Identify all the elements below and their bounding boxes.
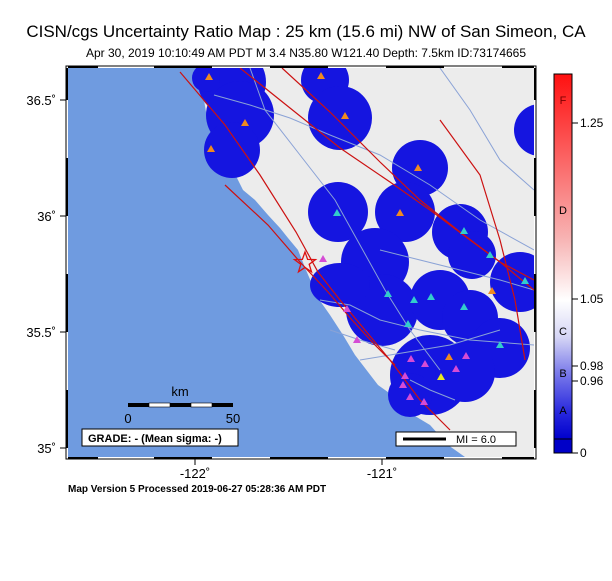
mi-legend-text: MI = 6.0 (456, 434, 496, 446)
cb-letter-b: B (559, 368, 566, 380)
cb-letter-f: F (560, 95, 567, 107)
fault-lines (179, 68, 534, 431)
cb-letter-c: C (559, 326, 567, 338)
cb-value-0-98: 0.98 (580, 359, 604, 373)
colorbar: F D C B A 1.25 1.05 0.98 0.96 0 (553, 73, 604, 460)
map-title: CISN/cgs Uncertainty Ratio Map : 25 km (… (26, 22, 586, 41)
cb-letter-d: D (559, 205, 567, 217)
scale-unit: km (171, 384, 188, 399)
event-subtitle: Apr 30, 2019 10:10:49 AM PDT M 3.4 N35.8… (85, 46, 527, 60)
lon-label-121: -121˚ (367, 466, 397, 481)
lon-label-122: -122˚ (180, 466, 210, 481)
grade-text: GRADE: - (Mean sigma: -) (88, 433, 222, 445)
map-area: km 0 50 GRADE: - (Mean sigma: -) MI = 6.… (68, 68, 534, 457)
cb-value-1-05: 1.05 (580, 292, 604, 306)
lat-label-35-5: 35.5˚ (26, 325, 56, 340)
scale-min: 0 (124, 411, 131, 426)
lat-label-36-5: 36.5˚ (26, 93, 56, 108)
cb-value-1-25: 1.25 (580, 116, 604, 130)
cb-value-0: 0 (580, 446, 587, 460)
map-frame (60, 65, 537, 465)
lat-label-35: 35˚ (37, 441, 56, 456)
lat-label-36: 36˚ (37, 209, 56, 224)
road-network (213, 68, 534, 401)
cb-value-0-96: 0.96 (580, 374, 604, 388)
scale-bar: km 0 50 (124, 384, 240, 426)
epicenter-star-icon (292, 250, 318, 274)
mi-legend: MI = 6.0 (395, 431, 517, 447)
cb-letter-a: A (559, 405, 567, 417)
grade-box: GRADE: - (Mean sigma: -) (81, 428, 239, 447)
scale-max: 50 (226, 411, 240, 426)
station-markers (205, 72, 529, 405)
map-version-footer: Map Version 5 Processed 2019-06-27 05:28… (68, 484, 327, 495)
